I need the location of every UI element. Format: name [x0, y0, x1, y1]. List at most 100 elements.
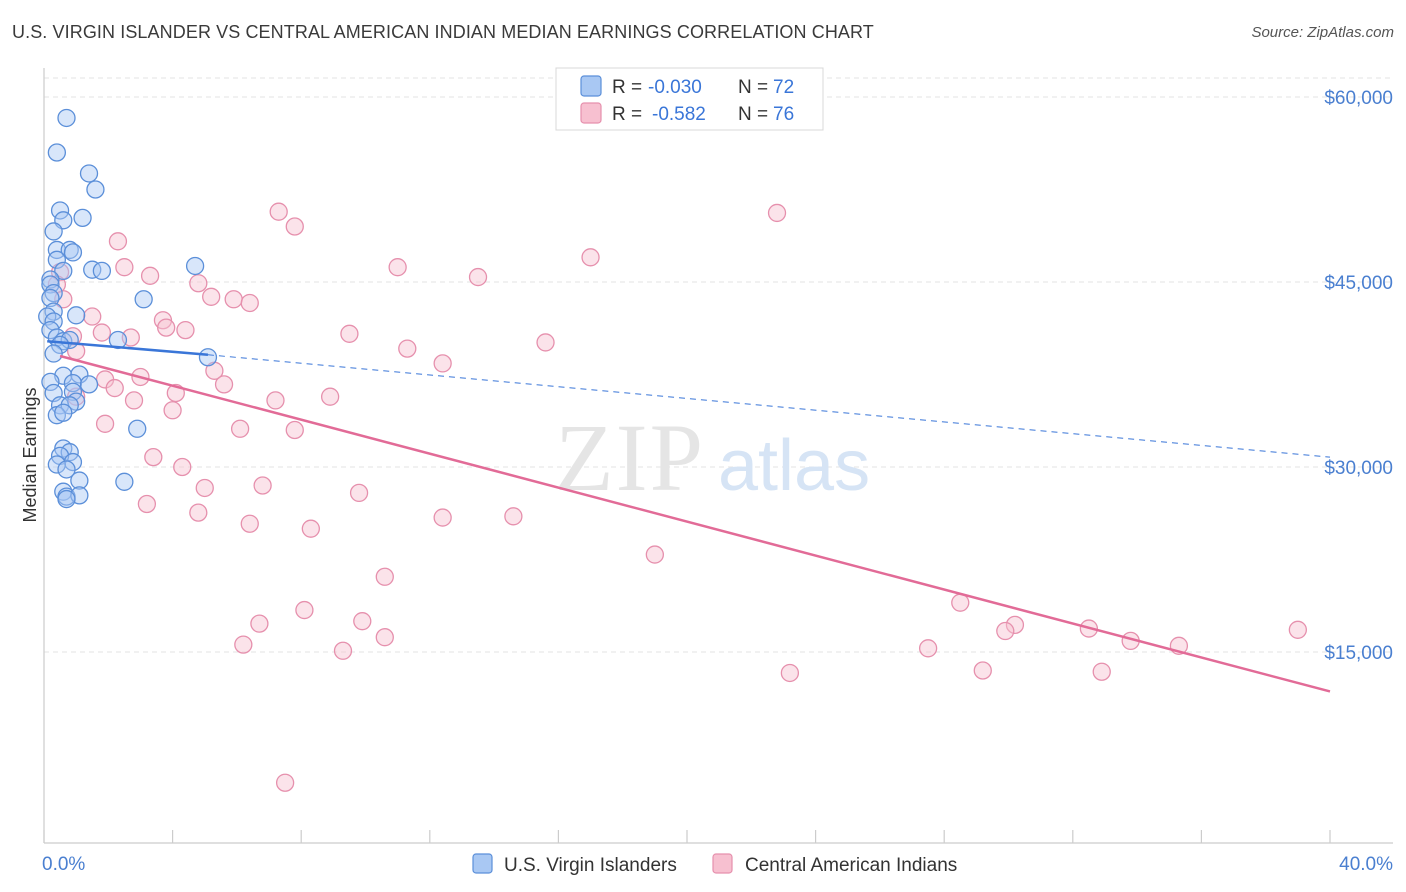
pink-point-36 [124, 391, 144, 410]
blue-point-18 [44, 283, 63, 303]
blue-point-14 [54, 261, 73, 281]
pink-point-9 [468, 267, 488, 287]
legend-n-value-blue: 72 [773, 77, 794, 98]
pink-point-39 [95, 414, 115, 433]
y-tick-label-1: $30,000 [1324, 458, 1393, 479]
blue-point-37 [79, 375, 99, 394]
pink-point-69 [780, 663, 800, 683]
y-tick-label-2: $45,000 [1324, 273, 1393, 294]
pink-point-66 [234, 635, 253, 654]
series-legend-label-pink: Central American Indians [745, 855, 957, 876]
pink-point-6 [115, 258, 134, 277]
watermark-zip: ZIP [555, 404, 705, 511]
legend-n-value-pink: 76 [773, 104, 794, 125]
blue-point-3 [86, 180, 105, 199]
pink-point-25 [398, 339, 417, 358]
pink-point-51 [240, 514, 259, 533]
legend-r-label-pink: R = [612, 104, 642, 125]
pink-point-5 [388, 258, 407, 277]
pink-point-68 [918, 639, 938, 658]
blue-point-57 [57, 489, 76, 509]
blue-point-29 [108, 330, 128, 350]
watermark: ZIP atlas [555, 404, 870, 511]
pink-point-46 [349, 483, 369, 503]
pink-point-42 [144, 447, 163, 467]
pink-point-57 [353, 612, 372, 631]
trend-lines [47, 339, 1331, 693]
blue-point-4 [50, 201, 70, 220]
pink-point-20 [340, 324, 359, 343]
blue-point-50 [47, 455, 67, 474]
y-axis-label: Median Earnings [20, 387, 40, 522]
pink-point-45 [195, 478, 214, 498]
grid-lines [44, 77, 1393, 653]
pink-point-71 [1092, 662, 1111, 681]
legend-n-label-blue: N = [738, 77, 768, 98]
blue-point-16 [41, 270, 60, 289]
pink-point-19 [176, 320, 195, 340]
blue-point-19 [41, 288, 60, 308]
correlation-legend: R = -0.030 N = 72 R = -0.582 N = 76 [555, 67, 824, 131]
blue-point-13 [92, 261, 112, 281]
pink-point-59 [1005, 615, 1025, 635]
pink-point-67 [333, 641, 353, 660]
pink-point-56 [295, 600, 314, 620]
pink-point-70 [973, 661, 992, 680]
blue-point-31 [44, 344, 63, 363]
trend-line-pink [59, 354, 1331, 693]
watermark-atlas: atlas [718, 426, 870, 506]
legend-swatch-blue [580, 75, 602, 97]
pink-point-50 [504, 507, 523, 526]
pink-point-41 [285, 420, 304, 440]
blue-point-6 [73, 208, 92, 228]
pink-point-2 [285, 217, 304, 236]
chart-title: U.S. VIRGIN ISLANDER VS CENTRAL AMERICAN… [12, 22, 874, 42]
blue-point-9 [60, 240, 79, 260]
pink-point-12 [202, 287, 221, 306]
pink-point-24 [536, 333, 555, 352]
pink-point-40 [230, 419, 250, 438]
pink-point-53 [645, 545, 664, 564]
pink-point-62 [1288, 620, 1307, 639]
pink-point-58 [250, 614, 269, 633]
pink-point-16 [83, 307, 102, 326]
legend-r-label-blue: R = [612, 77, 642, 98]
pink-point-49 [433, 508, 452, 527]
pink-point-52 [301, 519, 320, 538]
blue-point-35 [41, 372, 60, 392]
pink-point-27 [433, 354, 452, 373]
trend-line-blue-extended [207, 354, 1331, 458]
pink-point-14 [240, 293, 259, 313]
blue-point-0 [57, 108, 76, 128]
pink-point-47 [137, 494, 157, 514]
blue-point-44 [54, 403, 73, 422]
y-tick-label-0: $15,000 [1324, 643, 1393, 664]
pink-point-32 [214, 375, 234, 394]
blue-point-32 [198, 348, 218, 367]
pink-point-8 [140, 266, 160, 285]
y-tick-label-3: $60,000 [1324, 88, 1393, 109]
pink-point-3 [108, 232, 128, 251]
y-tick-labels: $15,000 $30,000 $45,000 $60,000 [1324, 88, 1393, 664]
series-legend: U.S. Virgin Islanders Central American I… [472, 853, 957, 876]
pink-point-54 [375, 567, 394, 586]
pink-point-35 [266, 391, 285, 410]
pink-point-34 [320, 387, 340, 406]
pink-point-4 [581, 248, 600, 267]
legend-n-label-pink: N = [738, 104, 768, 125]
blue-point-42 [60, 396, 79, 415]
blue-point-7 [44, 222, 63, 241]
pink-point-55 [951, 593, 970, 612]
series-legend-swatch-pink [712, 853, 733, 874]
pink-point-31 [105, 378, 124, 398]
pink-point-21 [92, 323, 112, 342]
pink-point-38 [163, 401, 182, 420]
pink-point-44 [253, 476, 272, 495]
source-credit: Source: ZipAtlas.com [1251, 24, 1394, 41]
pink-point-43 [173, 457, 192, 477]
blue-point-10 [63, 243, 83, 262]
blue-point-15 [185, 256, 205, 276]
trend-line-blue [47, 339, 209, 357]
legend-r-value-blue: -0.030 [648, 77, 702, 98]
pink-point-18 [157, 318, 176, 337]
